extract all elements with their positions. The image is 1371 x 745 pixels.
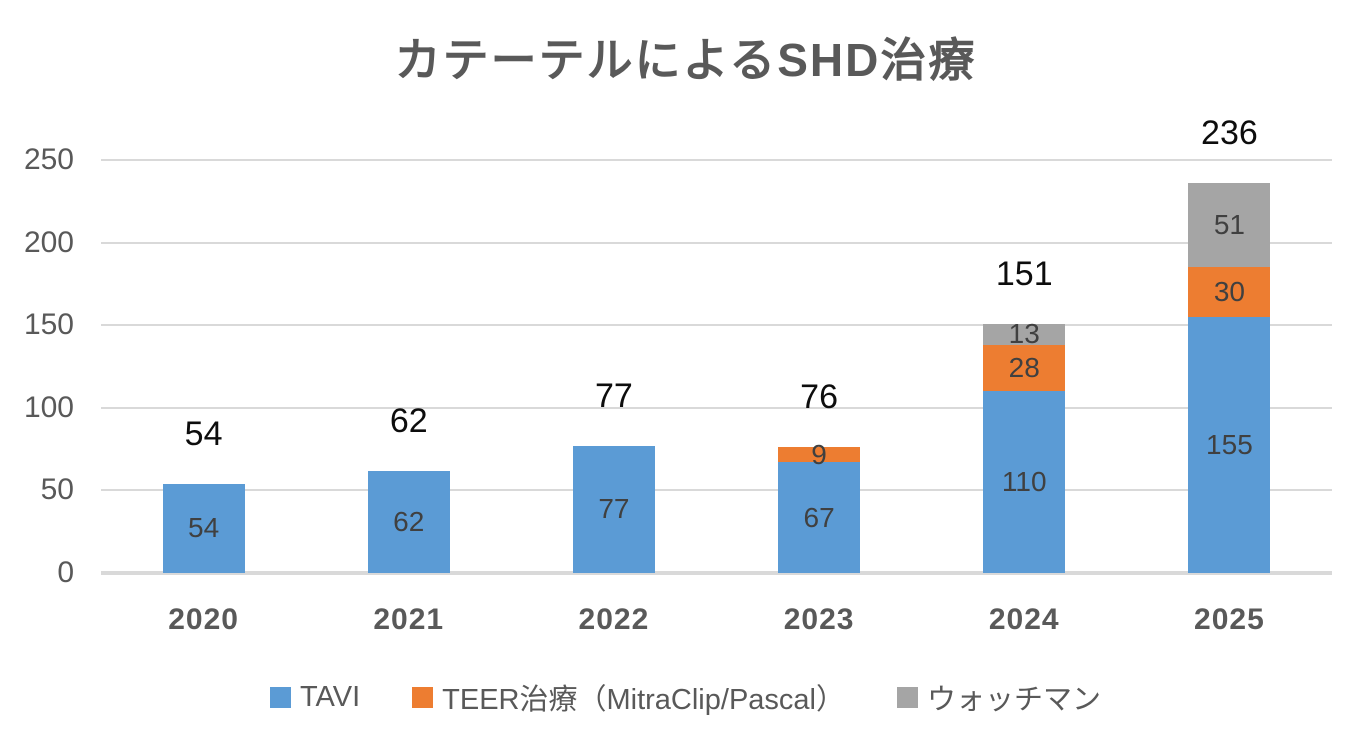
bar-segment: [572, 445, 655, 573]
y-axis-tick-label: 0: [57, 556, 74, 589]
x-axis-label: 2024: [988, 603, 1060, 636]
x-axis-label: 2023: [783, 603, 855, 636]
bar-segment-label: 62: [393, 505, 425, 537]
legend-item: TAVI: [269, 680, 361, 714]
bar-segment: [983, 345, 1066, 392]
gridline: [101, 159, 1332, 161]
bar-segment-label: 54: [188, 512, 220, 544]
bar-segment-label: 77: [598, 493, 630, 525]
bar-segment: [983, 323, 1066, 346]
x-axis-label: 2022: [578, 603, 650, 636]
bar-segment-label: 110: [1001, 466, 1047, 498]
bar-segment: [1188, 267, 1271, 317]
legend-swatch-icon: [269, 686, 291, 708]
bar-segment: [1188, 316, 1271, 573]
y-axis-tick-label: 200: [23, 225, 74, 259]
gridline: [101, 406, 1332, 409]
gridline: [101, 324, 1332, 327]
bar-segment-label: 9: [811, 438, 827, 470]
gridline: [101, 489, 1332, 492]
x-axis-label: 2021: [373, 603, 445, 636]
legend-label: TAVI: [299, 680, 361, 713]
legend-label: TEER治療（MitraClip/Pascal）: [442, 684, 845, 716]
bar-total-label: 76: [800, 378, 838, 417]
bar-segment-label: 28: [1008, 352, 1040, 384]
bar-segment: [367, 470, 450, 573]
legend-item: ウォッチマン: [896, 676, 1101, 718]
bar-total-label: 151: [995, 254, 1053, 293]
bar-segment: [778, 447, 861, 463]
legend-swatch-icon: [412, 686, 434, 708]
bar-segment-label: 155: [1206, 428, 1253, 460]
chart-title: カテーテルによるSHD治療: [394, 34, 977, 86]
x-axis-label: 2020: [168, 603, 239, 636]
gridline: [101, 241, 1332, 244]
bar-segment-label: 13: [1008, 318, 1040, 350]
bar-segment: [162, 483, 245, 573]
y-axis-tick-label: 150: [23, 308, 74, 342]
bar-total-label: 77: [594, 376, 633, 415]
x-axis-label: 2025: [1194, 603, 1265, 636]
y-axis-tick-label: 50: [40, 473, 74, 507]
legend-item: TEER治療（MitraClip/Pascal）: [412, 676, 845, 718]
bar-segment: [983, 391, 1066, 573]
bar-segment-label: 67: [803, 501, 835, 533]
bar-total-label: 236: [1201, 114, 1258, 153]
bar-total-label: 62: [389, 401, 428, 440]
bar-segment: [778, 462, 861, 573]
y-axis-tick-label: 250: [23, 143, 74, 176]
legend-label: ウォッチマン: [926, 684, 1101, 716]
bar-segment: [1188, 183, 1271, 268]
x-axis-line: [101, 571, 1332, 575]
legend: TAVI TEER治療（MitraClip/Pascal） ウォッチマン: [0, 676, 1371, 718]
y-axis-tick-label: 100: [23, 390, 74, 424]
legend-swatch-icon: [896, 686, 918, 708]
bar-segment-label: 30: [1213, 276, 1245, 308]
bar-total-label: 54: [184, 414, 223, 453]
bar-segment-label: 51: [1213, 209, 1245, 241]
